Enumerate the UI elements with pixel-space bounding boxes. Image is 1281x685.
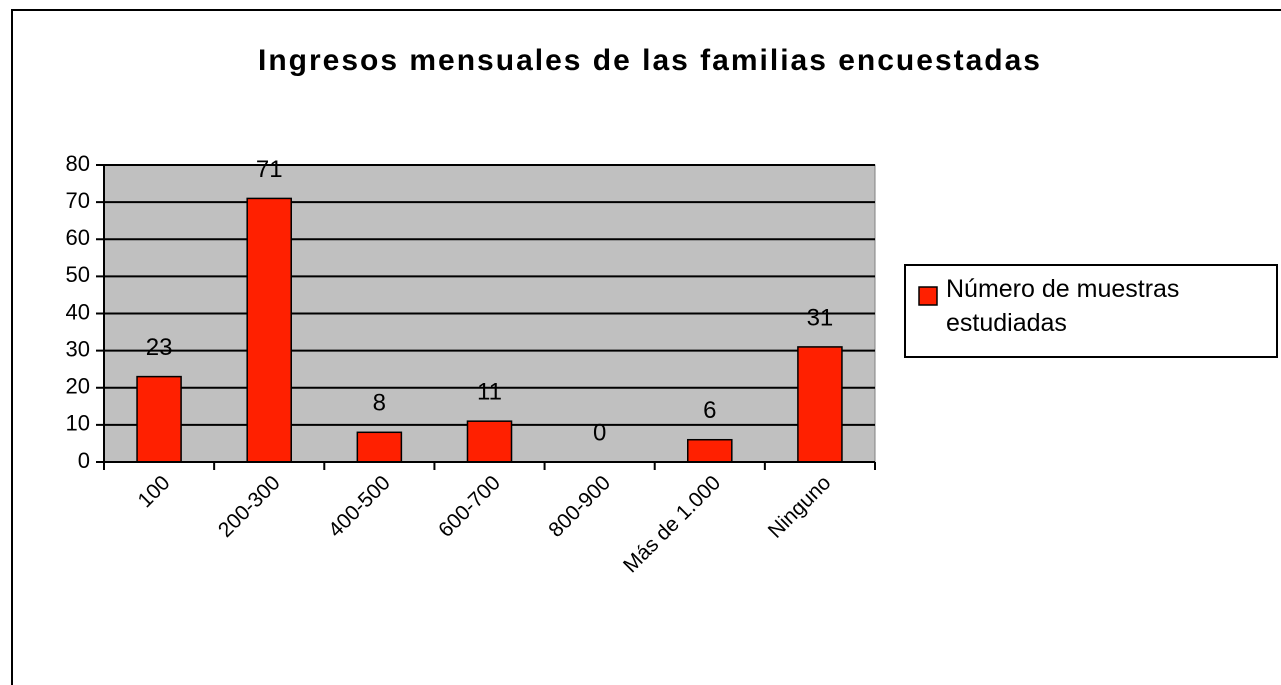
data-label: 8 — [373, 390, 386, 417]
chart-title: Ingresos mensuales de las familias encue… — [258, 44, 1042, 77]
y-tick-label: 30 — [66, 336, 90, 361]
data-label: 11 — [477, 379, 502, 406]
bar — [136, 375, 182, 463]
y-tick-label: 80 — [66, 151, 90, 176]
y-tick-label: 50 — [66, 262, 90, 287]
y-tick-label: 10 — [66, 411, 90, 436]
legend-label: Número de muestras estudiadas — [946, 275, 1180, 337]
data-label: 6 — [703, 397, 716, 424]
data-label: 71 — [256, 156, 283, 183]
y-tick-label: 60 — [66, 225, 90, 250]
bar — [356, 431, 403, 463]
bar — [797, 346, 843, 463]
data-label: 31 — [807, 304, 834, 331]
bar — [466, 420, 513, 463]
bar — [246, 197, 292, 463]
y-tick-label: 0 — [78, 448, 90, 473]
data-label: 23 — [146, 334, 173, 361]
y-tick-label: 70 — [66, 188, 90, 213]
bar — [687, 438, 733, 463]
y-tick-label: 40 — [66, 299, 90, 324]
legend-swatch — [918, 286, 938, 306]
legend-box — [904, 264, 1278, 358]
data-label: 0 — [593, 419, 606, 446]
y-tick-label: 20 — [66, 374, 90, 399]
